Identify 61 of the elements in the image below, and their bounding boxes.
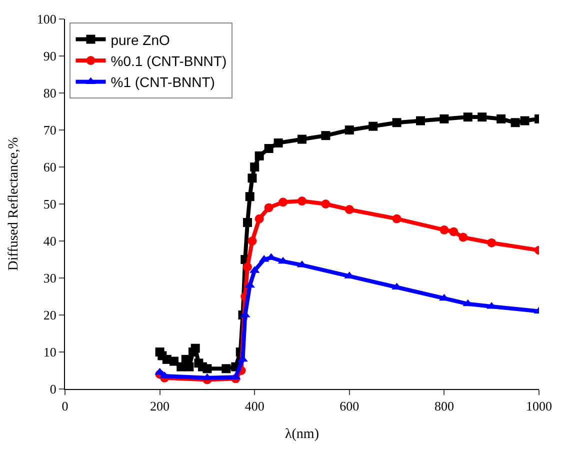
- y-tick-label: 20: [43, 308, 56, 323]
- point: [222, 364, 231, 374]
- point: [321, 131, 330, 140]
- x-axis-title: λ(nm): [284, 426, 320, 442]
- y-tick-label: 80: [43, 86, 56, 101]
- point: [248, 236, 257, 246]
- point: [245, 192, 254, 202]
- y-tick-label: 100: [36, 12, 56, 27]
- y-tick-label: 30: [43, 270, 56, 286]
- x-tick-label: 0: [62, 398, 68, 414]
- point: [298, 134, 306, 144]
- point: [170, 356, 179, 366]
- legend-label: pure ZnO: [110, 32, 170, 48]
- x-tick-label: 1000: [526, 398, 552, 414]
- y-tick-label: 60: [43, 160, 56, 175]
- point: [298, 196, 306, 206]
- point: [264, 203, 274, 212]
- y-tick-label: 90: [43, 48, 56, 64]
- x-tick-label: 800: [434, 398, 454, 414]
- point: [254, 214, 264, 224]
- y-tick-label: 50: [43, 196, 56, 212]
- point: [254, 151, 264, 160]
- point: [478, 112, 487, 122]
- point: [190, 344, 200, 353]
- point: [274, 138, 283, 148]
- point: [242, 218, 252, 227]
- y-tick-label: 40: [43, 234, 56, 249]
- x-tick-label: 600: [340, 398, 360, 414]
- point: [449, 227, 458, 236]
- point: [392, 214, 402, 224]
- point: [202, 364, 212, 374]
- point: [520, 116, 530, 126]
- point: [440, 225, 449, 234]
- point: [392, 118, 402, 128]
- y-tick-label: 0: [50, 382, 56, 397]
- point: [184, 362, 194, 372]
- point: [510, 118, 520, 128]
- point: [416, 116, 425, 126]
- point: [344, 205, 354, 214]
- legend-label: %1 (CNT-BNNT): [110, 74, 215, 90]
- point: [250, 162, 260, 172]
- point: [264, 144, 274, 153]
- point: [463, 112, 472, 122]
- point: [321, 200, 330, 208]
- point: [496, 114, 506, 124]
- point: [154, 368, 165, 375]
- point: [368, 122, 378, 131]
- point: [248, 174, 257, 183]
- x-tick-label: 200: [150, 398, 170, 414]
- y-tick-label: 70: [43, 122, 56, 138]
- point: [202, 373, 212, 380]
- point: [344, 126, 354, 134]
- point: [242, 262, 252, 272]
- x-tick-label: 400: [244, 398, 264, 414]
- legend-label: %0.1 (CNT-BNNT): [110, 52, 227, 69]
- point: [487, 238, 496, 248]
- y-axis-title: Diffused Reflectance,%: [6, 136, 22, 271]
- point: [440, 114, 449, 124]
- y-tick-label: 10: [43, 344, 56, 360]
- point: [458, 232, 468, 242]
- point: [278, 198, 288, 207]
